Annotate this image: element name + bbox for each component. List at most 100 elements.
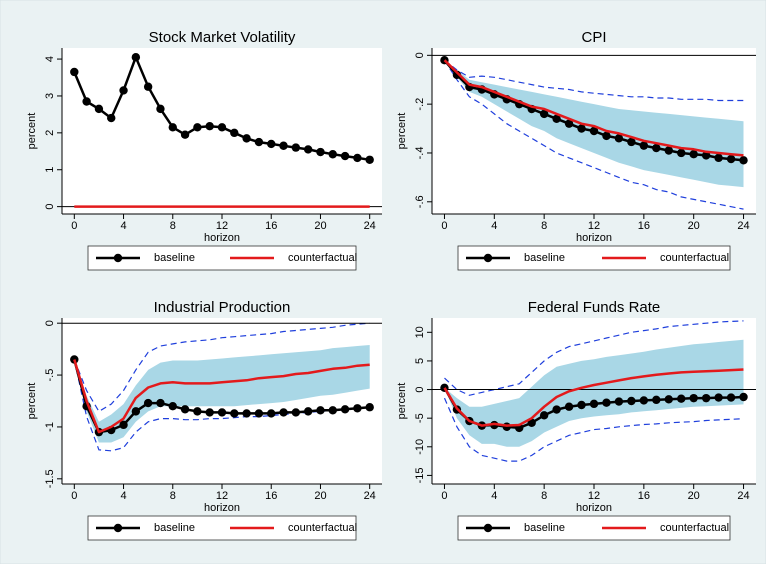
legend-marker bbox=[113, 253, 123, 263]
y-tick-label: -.2 bbox=[414, 98, 426, 111]
marker bbox=[328, 406, 337, 415]
x-tick-label: 4 bbox=[120, 490, 126, 502]
legend-label: baseline bbox=[154, 252, 195, 264]
band-bound bbox=[73, 322, 370, 413]
marker bbox=[614, 397, 624, 406]
marker bbox=[664, 395, 673, 404]
marker bbox=[131, 53, 141, 62]
x-axis-label: horizon bbox=[204, 232, 240, 244]
marker bbox=[119, 420, 128, 430]
marker bbox=[539, 411, 549, 420]
marker bbox=[365, 155, 374, 164]
y-tick-label: 1 bbox=[44, 167, 56, 173]
marker bbox=[328, 150, 337, 159]
y-tick-label: 4 bbox=[44, 56, 56, 62]
marker bbox=[119, 86, 128, 95]
marker bbox=[627, 396, 636, 406]
marker bbox=[168, 123, 177, 132]
marker bbox=[180, 405, 190, 414]
x-tick-label: 4 bbox=[491, 220, 497, 232]
marker bbox=[714, 393, 723, 402]
marker bbox=[552, 405, 561, 414]
marker bbox=[639, 141, 649, 150]
y-tick-label: -10 bbox=[414, 439, 426, 455]
marker bbox=[564, 119, 574, 128]
x-tick-label: 0 bbox=[71, 220, 77, 232]
band-bound bbox=[444, 320, 744, 396]
x-tick-label: 8 bbox=[541, 490, 547, 502]
x-tick-label: 16 bbox=[265, 490, 277, 502]
marker bbox=[193, 123, 202, 132]
marker bbox=[340, 405, 350, 414]
y-tick-label: 3 bbox=[44, 93, 56, 99]
x-tick-label: 8 bbox=[541, 220, 547, 232]
marker bbox=[217, 123, 227, 132]
marker bbox=[279, 141, 288, 150]
x-tick-label: 8 bbox=[170, 220, 176, 232]
marker bbox=[701, 151, 711, 160]
marker bbox=[677, 394, 686, 403]
x-tick-label: 8 bbox=[170, 490, 176, 502]
x-tick-label: 12 bbox=[216, 490, 228, 502]
marker bbox=[291, 143, 301, 152]
y-axis-label: percent bbox=[396, 383, 408, 420]
marker bbox=[143, 82, 153, 91]
marker bbox=[242, 134, 251, 143]
series-line bbox=[73, 359, 370, 434]
x-tick-label: 16 bbox=[638, 220, 650, 232]
legend-label: counterfactual bbox=[660, 522, 729, 534]
marker bbox=[205, 408, 214, 417]
series-line bbox=[443, 59, 744, 157]
x-tick-label: 20 bbox=[314, 490, 326, 502]
y-tick-label: -.4 bbox=[414, 147, 426, 160]
y-tick-label: 5 bbox=[414, 358, 426, 364]
x-tick-label: 24 bbox=[737, 490, 749, 502]
x-tick-label: 24 bbox=[737, 220, 749, 232]
y-tick-label: -1.5 bbox=[44, 469, 56, 488]
x-tick-label: 24 bbox=[364, 220, 376, 232]
x-axis-label: horizon bbox=[204, 502, 240, 514]
x-tick-label: 16 bbox=[638, 490, 650, 502]
legend-label: baseline bbox=[524, 522, 565, 534]
x-tick-label: 12 bbox=[588, 490, 600, 502]
legend-marker bbox=[113, 523, 123, 533]
marker bbox=[602, 398, 611, 407]
marker bbox=[230, 409, 239, 418]
legend-marker bbox=[483, 253, 493, 263]
y-tick-label: -15 bbox=[414, 467, 426, 483]
legend-marker bbox=[483, 523, 493, 533]
band-bound bbox=[443, 397, 744, 462]
y-axis-label: percent bbox=[26, 113, 38, 150]
legend-label: baseline bbox=[154, 522, 195, 534]
chart-title: Industrial Production bbox=[154, 299, 291, 316]
marker bbox=[82, 97, 91, 106]
chart-title: Stock Market Volatility bbox=[149, 29, 296, 46]
marker bbox=[714, 153, 723, 163]
marker bbox=[267, 409, 276, 418]
marker bbox=[303, 145, 313, 154]
legend-label: counterfactual bbox=[288, 522, 357, 534]
marker bbox=[353, 404, 362, 413]
marker bbox=[577, 124, 586, 133]
marker bbox=[180, 130, 190, 139]
marker bbox=[242, 409, 251, 418]
marker bbox=[340, 151, 350, 161]
y-tick-label: -1 bbox=[44, 422, 56, 432]
marker bbox=[230, 128, 239, 138]
band-bound bbox=[444, 59, 744, 102]
series-line bbox=[443, 368, 744, 427]
marker bbox=[564, 402, 574, 411]
y-tick-label: 0 bbox=[44, 320, 56, 326]
marker bbox=[539, 109, 549, 119]
marker bbox=[365, 403, 374, 412]
x-axis-label: horizon bbox=[576, 232, 612, 244]
chart-title: CPI bbox=[581, 29, 606, 46]
x-tick-label: 4 bbox=[120, 220, 126, 232]
marker bbox=[205, 122, 214, 131]
y-tick-label: 0 bbox=[414, 386, 426, 392]
marker bbox=[602, 131, 611, 141]
marker bbox=[701, 393, 711, 403]
marker bbox=[652, 143, 661, 153]
marker bbox=[739, 156, 748, 165]
confidence-band bbox=[444, 339, 744, 447]
